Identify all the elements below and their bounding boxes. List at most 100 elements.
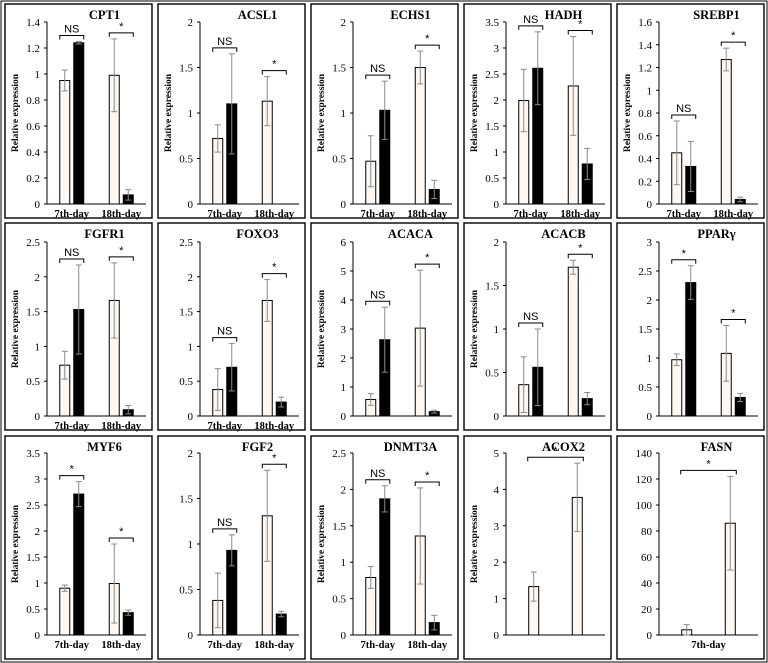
y-tick-label: 0.5 [485,368,499,380]
panel-acsl1: 0 0.5 1 1.5 2 Relative expression ACSL1 NS 7th-d… [157,3,306,220]
y-tick-label: 2 [35,526,41,538]
significance-label: NS [676,103,691,115]
y-tick-label: 5 [341,266,347,278]
y-tick-label: 0.5 [26,604,40,616]
significance-bracket [59,475,85,480]
y-tick-label: 0.5 [332,154,346,166]
chart-title: SREBP1 [693,8,740,22]
significance-label: NS [370,289,385,301]
bar-day18 [73,493,85,636]
x-tick-label: 18th-day [713,209,753,220]
significance-bracket [671,259,697,264]
panel-ppar: 0 0.5 1 1.5 2 2.5 3 PPARγ * * [616,222,765,431]
significance-bracket [261,273,287,278]
y-tick-label: 2 [494,557,500,569]
y-tick-label: 2 [494,237,500,249]
y-tick-label: 1 [35,578,41,590]
y-tick-label: 80 [641,526,653,538]
chart-title: CPT1 [89,8,120,22]
y-tick-label: 0 [494,630,500,642]
y-axis-label: Relative expression [11,504,21,583]
significance-bracket [527,456,584,462]
x-tick-label: 18th-day [101,640,141,651]
y-tick-label: 1 [35,69,41,81]
significance-label: NS [217,36,232,48]
x-tick-label: 7th-day [361,640,396,651]
y-tick-label: 1.2 [638,63,652,75]
panel-fgfr1: 0 0.5 1 1.5 2 2.5 Relative expression FGFR1 NS 7t… [4,222,153,432]
panel-echs1: 0 0.5 1 1.5 2 Relative expression ECHS1 NS 7th-d… [310,3,459,220]
bar-day7 [59,80,71,205]
significance-label: NS [370,63,385,75]
y-tick-label: 1 [188,539,194,551]
chart-title: PPARγ [697,227,735,241]
significance-bracket [365,479,391,484]
y-axis-label: Relative expression [470,504,480,583]
y-tick-label: 0.5 [26,376,40,388]
y-tick-label: 1.5 [332,63,346,75]
y-tick-label: 2.5 [485,69,499,81]
bar-day18 [379,498,391,636]
y-tick-label: 0.2 [638,176,652,188]
significance-bracket [414,263,440,269]
significance-bracket [680,469,737,475]
significance-label: * [578,19,583,31]
y-tick-label: 1 [647,85,653,97]
y-tick-label: 0.5 [179,585,193,597]
bar-day7 [59,587,71,636]
y-tick-label: 2.5 [26,500,40,512]
x-tick-label: 7th-day [55,209,90,220]
significance-bracket [720,319,746,324]
y-tick-label: 4 [494,484,500,496]
significance-bracket [567,30,593,35]
y-tick-label: 100 [636,500,653,512]
significance-bracket [108,256,134,261]
y-tick-label: 1 [341,108,347,120]
significance-bracket [720,41,746,47]
y-tick-label: 4 [341,295,347,307]
y-tick-label: 0 [494,199,500,211]
y-tick-label: 2 [188,17,194,29]
x-tick-label: 18th-day [407,640,447,651]
chart-title: HADH [545,8,583,22]
significance-bracket [59,35,85,40]
y-tick-label: 0 [647,411,653,423]
x-tick-label: 7th-day [514,209,549,220]
bar-day7 [567,266,579,417]
significance-label: NS [523,311,538,323]
significance-label: NS [64,247,79,259]
y-tick-label: 1.5 [638,324,652,336]
y-tick-label: 0.8 [638,108,652,120]
y-tick-label: 1.5 [26,552,40,564]
y-tick-label: 5 [494,448,500,460]
significance-label: NS [523,14,538,26]
y-axis-label: Relative expression [470,289,480,368]
y-tick-label: 120 [636,474,653,486]
y-tick-label: 2.5 [26,237,40,249]
y-tick-label: 2 [35,272,41,284]
y-tick-label: 0 [647,630,653,642]
significance-bracket [261,463,287,469]
y-tick-label: 0 [188,411,194,423]
y-tick-label: 3.5 [485,17,499,29]
significance-bracket [212,337,238,342]
y-tick-label: 1 [494,594,500,606]
chart-title: ECHS1 [390,8,430,22]
significance-bracket [261,70,287,75]
x-tick-label: 7th-day [55,421,90,432]
significance-label: * [425,252,430,264]
y-tick-label: 6 [341,237,347,249]
y-tick-label: 60 [641,552,653,564]
y-tick-label: 1.2 [26,43,40,55]
y-tick-label: 1.4 [26,17,40,29]
bar-day18 [73,42,85,205]
significance-label: * [682,248,687,260]
y-tick-label: 0.6 [26,121,40,133]
y-tick-label: 2 [341,353,347,365]
y-tick-label: 2.5 [179,237,193,249]
y-tick-label: 1.5 [332,521,346,533]
panel-cpt1: 0 0.2 0.4 0.6 0.8 1 1.2 1.4 Relative expression C… [4,3,153,220]
